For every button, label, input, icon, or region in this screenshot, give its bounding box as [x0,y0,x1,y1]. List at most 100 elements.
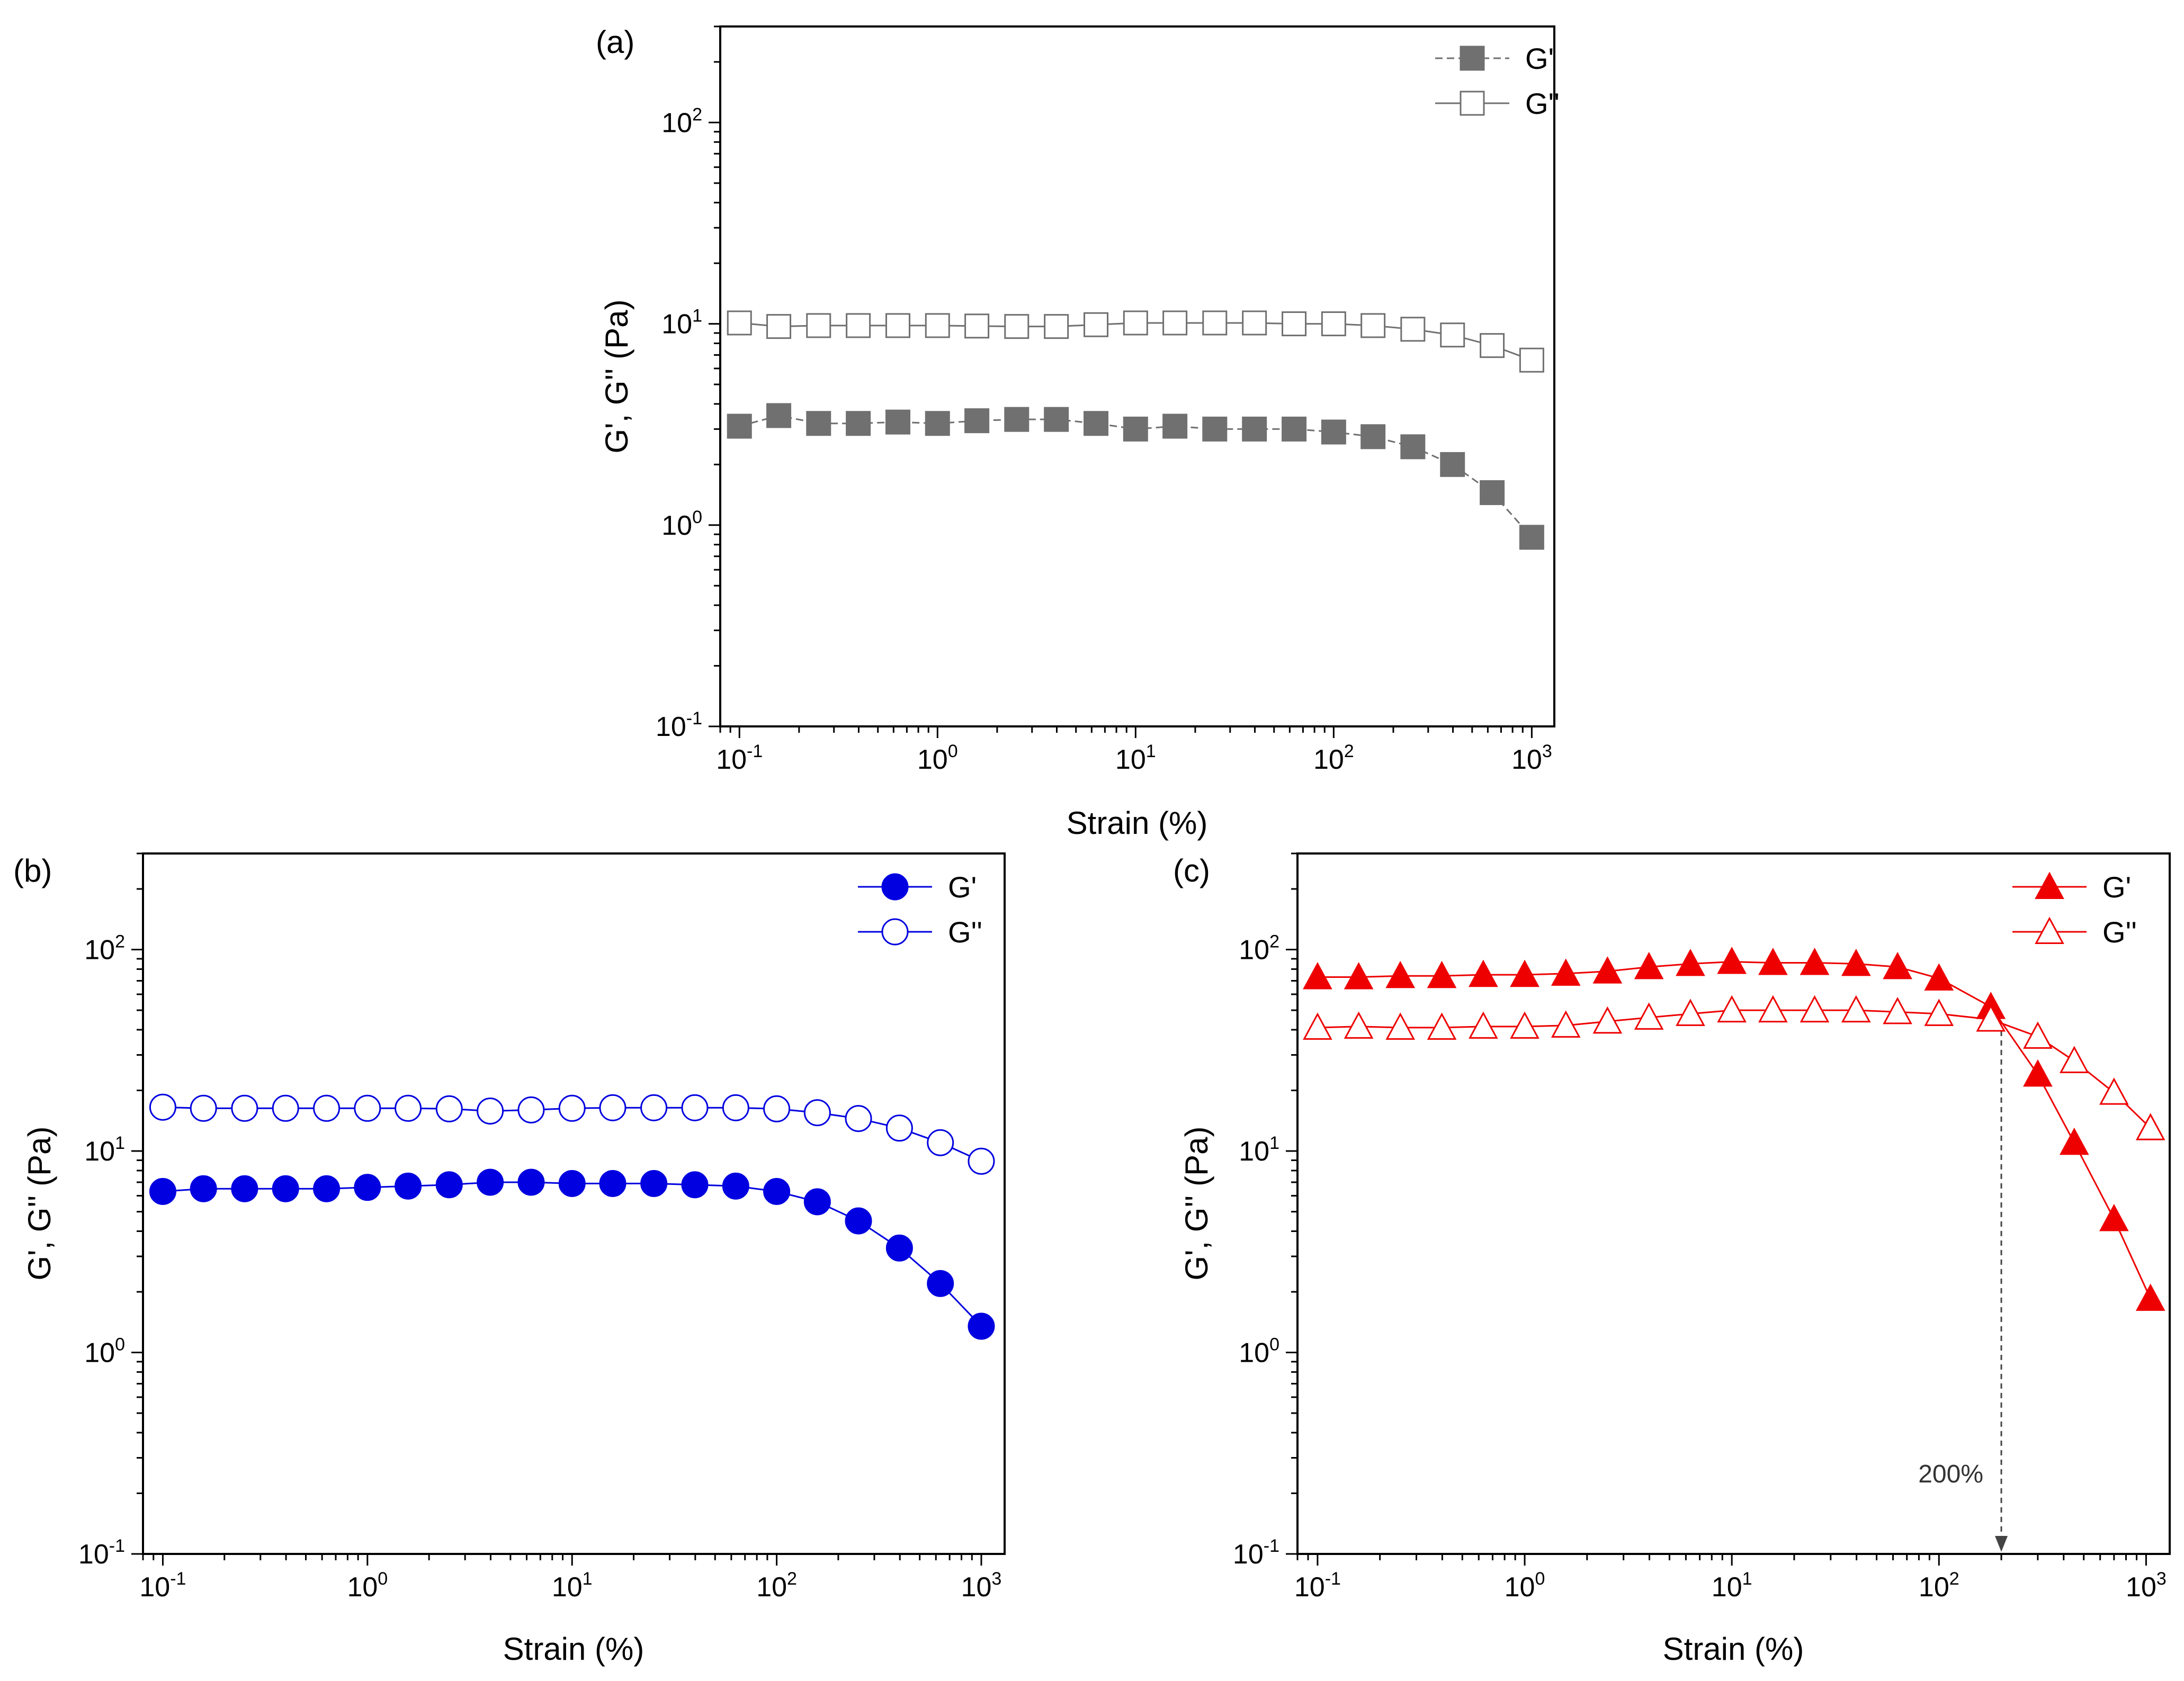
panel-c-legend-label-g-double-prime: G'' [2102,915,2137,949]
panel-c-g-double-prime-point [1883,996,1912,1024]
panel-a-g-prime-point [1084,411,1109,436]
panel-b-g-double-prime-point [558,1094,586,1122]
panel-b-g-prime-point [968,1313,995,1340]
panel-c-g-double-prime-point [1303,1012,1332,1040]
panel-c-g-prime-point [1303,962,1332,990]
panel-c-y-tick-label: 10-1 [1233,1536,1279,1570]
panel-c-legend-marker-g-prime [2035,871,2064,900]
panel-b: (b) Strain (%) G', G'' (Pa) 10-1 100 101 10… [13,852,1006,1667]
panel-c-g-prime-point [1717,947,1747,974]
panel-b-plot-frame [142,852,1006,1555]
panel-b-g-prime-point [803,1188,831,1216]
panel-b-g-double-prime-point [313,1094,341,1122]
panel-a-markers [727,310,1544,550]
panel-c-g-double-prime-point [2135,1113,2165,1140]
panel-b-g-double-prime-point [231,1094,258,1122]
panel-c-g-double-prime-point [1717,995,1747,1023]
panel-b-g-prime-point [354,1174,381,1201]
panel-c-g-prime-point [1924,963,1954,991]
panel-b-g-double-prime-point [354,1094,381,1122]
panel-a-x-tick-label: 10-1 [716,741,763,775]
panel-c-g-prime-point [1758,948,1788,975]
panel-c-x-tick-label: 10-1 [1294,1569,1341,1603]
panel-b-g-prime-point [845,1207,872,1235]
panel-c-g-double-prime-point [1469,1011,1498,1039]
panel-c-g-double-prime-point [1592,1006,1623,1034]
panel-a-g-double-prime-point [1202,310,1228,336]
panel-c-plot-frame [1296,852,2171,1555]
panel-a-g-double-prime-point [1400,317,1426,342]
panel-a-ticks: 10-1 100 101 102 103 10-1 100 101 102 [656,25,1552,775]
panel-a-g-double-prime-point [1004,314,1030,339]
panel-a-x-tick-label: 100 [917,741,958,775]
panel-b-g-prime-point [681,1171,709,1199]
panel-c-g-double-prime-point [1510,1011,1539,1039]
panel-a-g-prime-point [885,409,910,435]
panel-c-g-double-prime-point [1551,1010,1581,1038]
panel-c-g-double-prime-point [1758,995,1788,1023]
panel-b-y-axis-title: G', G'' (Pa) [22,1126,57,1280]
panel-b-g-double-prime-point [435,1095,463,1122]
panel-c-g-prime-point [1551,958,1581,986]
panel-a-g-double-prime-point [885,313,910,338]
panel-c-legend: G' G'' [2012,870,2137,949]
panel-b-g-double-prime-point [845,1105,872,1132]
panel-c-annotation: 200% [1918,1030,2008,1552]
panel-b-g-prime-point [190,1175,217,1202]
panel-a-g-prime-point [727,413,752,439]
panel-c-g-prime-point [1883,951,1912,979]
panel-a-g-double-prime-point [964,313,990,339]
panel-a-g-prime-point [1123,416,1148,442]
panel-c-g-prime-point [1841,948,1871,976]
panel-b-g-prime-line [163,1181,982,1327]
panel-c-g-double-prime-point [1344,1011,1374,1039]
panel-a-y-tick-label: 100 [661,507,702,541]
panel-b-y-tick-label: 102 [84,932,125,966]
panel-a-g-double-prime-point [806,313,831,338]
panel-a-g-double-prime-point [766,314,792,339]
panel-c-g-prime-point [1344,962,1374,990]
panel-c-g-double-prime-point [2099,1077,2129,1105]
panel-b-g-prime-point [477,1168,504,1196]
panel-a-g-prime-point [846,411,871,436]
panel-b-y-tick-label: 10-1 [78,1536,125,1570]
panel-a-g-prime-point [1004,407,1030,432]
panel-a-g-double-prime-point [1123,310,1148,336]
panel-c-x-tick-label: 100 [1505,1569,1545,1603]
panel-a-g-prime-point [1321,419,1346,445]
panel-c-g-double-prime-point [1427,1012,1457,1040]
panel-a-y-tick-label: 102 [661,104,702,138]
panel-b-g-double-prime-point [763,1095,791,1122]
panel-a-x-tick-label: 102 [1313,741,1354,775]
panel-a-g-prime-point [806,411,831,436]
panel-a-g-prime-point [1202,416,1228,442]
panel-b-g-prime-point [149,1177,176,1205]
panel-b-g-prime-point [599,1170,626,1197]
panel-c-g-double-prime-point [1634,1002,1664,1030]
panel-b-markers [149,1093,995,1340]
panel-b-g-prime-point [231,1175,258,1202]
panel-c-label: (c) [1173,853,1210,888]
panel-b-g-prime-point [722,1172,749,1200]
panel-a-g-double-prime-point [846,313,871,338]
panel-b-g-double-prime-point [968,1147,995,1175]
panel-a-g-double-prime-point [1162,310,1188,336]
panel-a-g-double-prime-point [1282,311,1307,337]
panel-a-g-double-prime-point [727,310,752,336]
panel-c-x-tick-label: 101 [1712,1569,1752,1603]
panel-b-g-double-prime-point [477,1097,504,1125]
panel-c-g-double-prime-point [1800,995,1830,1023]
panel-a-g-prime-point [964,408,990,434]
panel-a-g-prime-point [1519,525,1544,550]
panel-b-x-tick-label: 101 [552,1569,593,1603]
panel-b-y-tick-label: 101 [84,1133,125,1167]
panel-c-g-prime-point [2023,1059,2053,1087]
panel-b-g-double-prime-point [927,1129,954,1156]
panel-a-legend-label-g-double-prime: G'' [1525,87,1560,120]
panel-a-g-prime-point [1162,413,1188,439]
panel-c-g-prime-point [2135,1283,2165,1311]
panel-c-legend-marker-g-double-prime [2035,916,2064,945]
panel-c-annotation-label: 200% [1918,1460,1983,1488]
panel-a-g-prime-point [766,403,792,428]
panel-c-g-double-prime-point [2023,1021,2053,1049]
